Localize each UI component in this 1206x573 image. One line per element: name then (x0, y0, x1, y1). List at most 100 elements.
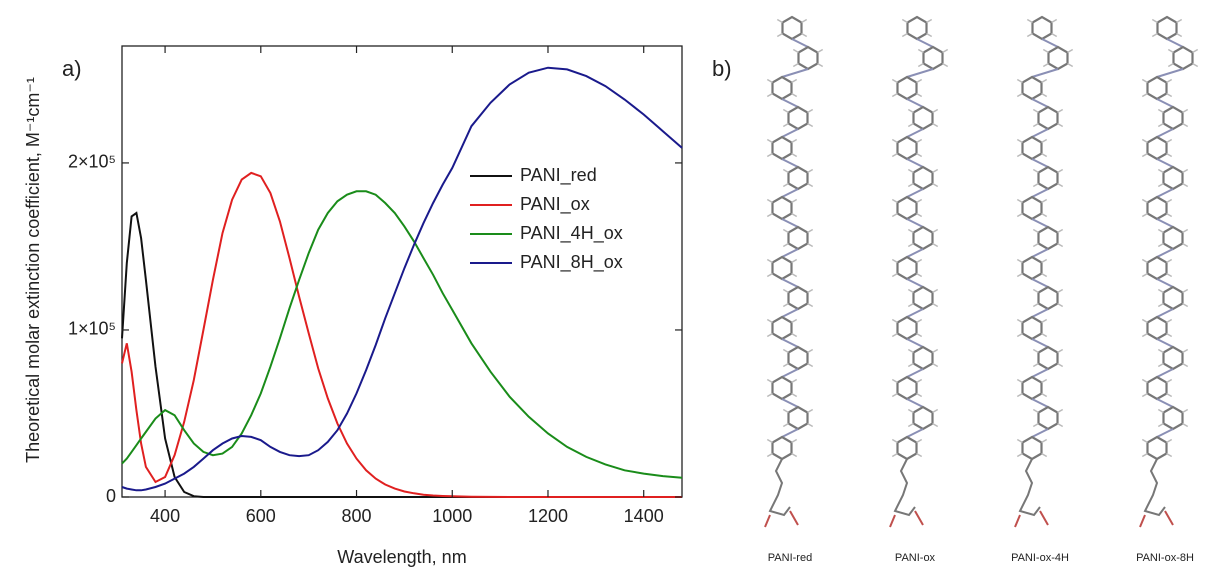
bond (1157, 189, 1173, 197)
bond (1032, 99, 1048, 107)
hydrogen (1167, 454, 1172, 457)
hydrogen (792, 274, 797, 277)
hydrogen (1058, 124, 1063, 127)
ring (1039, 227, 1058, 249)
hydrogen (767, 274, 772, 277)
hydrogen (1142, 394, 1147, 397)
hydrogen (1177, 34, 1182, 37)
hydrogen (917, 154, 922, 157)
hydrogen (1017, 274, 1022, 277)
bond (782, 159, 798, 167)
ring (773, 317, 792, 339)
hydrogen (917, 454, 922, 457)
molecule-label: PANI-ox-4H (1011, 552, 1069, 564)
hydrogen (1017, 394, 1022, 397)
hydrogen (1183, 244, 1188, 247)
bond (782, 309, 798, 317)
hydrogen (1167, 140, 1172, 143)
bond (1032, 249, 1048, 257)
ring (1164, 227, 1183, 249)
series-line (122, 68, 682, 491)
hydrogen (1017, 214, 1022, 217)
hydrogen (1033, 124, 1038, 127)
ring (1164, 107, 1183, 129)
hydrogen (892, 440, 897, 443)
x-axis-label: Wavelength, nm (337, 547, 466, 567)
figure: a) b) Wavelength, nm Theoretical molar e… (0, 0, 1206, 573)
hydrogen (1183, 110, 1188, 113)
hydrogen (783, 110, 788, 113)
bond (782, 219, 798, 227)
hydrogen (1167, 200, 1172, 203)
hydrogen (792, 214, 797, 217)
ring (898, 77, 917, 99)
bond (1032, 429, 1048, 437)
bond (1032, 309, 1048, 317)
hydrogen (767, 320, 772, 323)
bond (907, 399, 923, 407)
hydrogen (1052, 20, 1057, 23)
hydrogen (808, 170, 813, 173)
ring (773, 257, 792, 279)
tail (895, 459, 915, 515)
bond (1157, 129, 1173, 137)
hydrogen (933, 184, 938, 187)
hydrogen (1167, 80, 1172, 83)
hydrogen (1183, 304, 1188, 307)
hydrogen (933, 364, 938, 367)
ring (1039, 107, 1058, 129)
bond (782, 189, 798, 197)
hydrogen (767, 394, 772, 397)
hydrogen (927, 34, 932, 37)
hydrogen (1058, 410, 1063, 413)
hydrogen (808, 110, 813, 113)
hydrogen (818, 64, 823, 67)
ring (789, 227, 808, 249)
hydrogen (908, 304, 913, 307)
hydrogen (892, 154, 897, 157)
ring (1164, 287, 1183, 309)
hydrogen (1058, 110, 1063, 113)
hydrogen (808, 364, 813, 367)
hydrogen (917, 394, 922, 397)
hydrogen (892, 94, 897, 97)
bond (782, 129, 798, 137)
hydrogen (1158, 184, 1163, 187)
bond (782, 69, 808, 77)
hydrogen (792, 334, 797, 337)
hydrogen (1058, 244, 1063, 247)
ring (898, 437, 917, 459)
hydrogen (902, 34, 907, 37)
bond (917, 39, 933, 47)
ring (773, 77, 792, 99)
hydrogen (1033, 184, 1038, 187)
molecule (1015, 17, 1073, 527)
hydrogen (1033, 244, 1038, 247)
ring (1023, 377, 1042, 399)
bond (1157, 429, 1173, 437)
hydrogen (892, 320, 897, 323)
ring (898, 137, 917, 159)
bond (782, 249, 798, 257)
ring (898, 317, 917, 339)
hydrogen (1183, 410, 1188, 413)
hydrogen (1033, 290, 1038, 293)
tail (770, 459, 790, 515)
hydrogen (1167, 394, 1172, 397)
hydrogen (917, 200, 922, 203)
hydrogen (1043, 64, 1048, 67)
hydrogen (1152, 20, 1157, 23)
hydrogen (792, 80, 797, 83)
hydrogen (1042, 260, 1047, 263)
hydrogen (1052, 34, 1057, 37)
y-axis-label: Theoretical molar extinction coefficient… (23, 77, 43, 463)
hydrogen (892, 260, 897, 263)
panel-label: a) (62, 56, 82, 81)
hydrogen (1167, 214, 1172, 217)
hydrogen (792, 200, 797, 203)
hydrogen (917, 94, 922, 97)
hydrogen (1158, 350, 1163, 353)
panel-label: b) (712, 56, 732, 81)
hydrogen (792, 454, 797, 457)
ring (908, 17, 927, 39)
